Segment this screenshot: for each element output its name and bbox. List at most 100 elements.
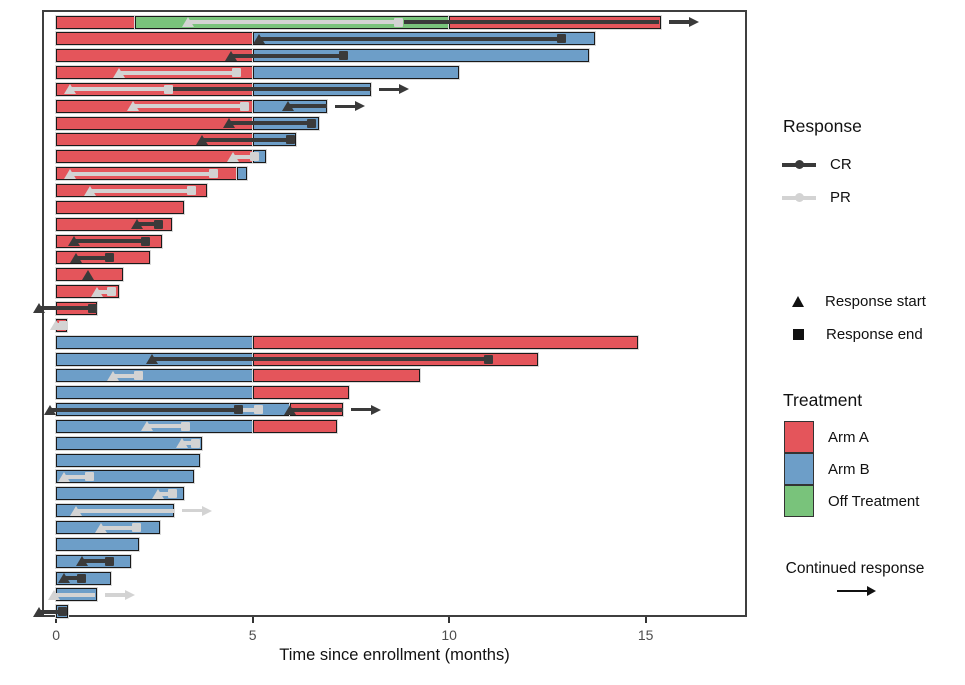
response-end-marker [104,556,114,566]
arrow-shaft [351,407,372,412]
legend-pr-label: PR [830,189,851,206]
response-line-pr [187,20,399,24]
arm-a-swatch [784,421,814,453]
response-line-cr [73,239,146,244]
legend-off-treatment-label: Off Treatment [828,492,920,510]
bar-segment-arm-a [56,32,253,46]
legend-item-arm-b: Arm B [784,453,870,485]
response-start-marker [63,84,76,95]
response-start-marker [146,354,159,364]
response-line-pr [146,424,186,429]
arrow-shaft [335,104,356,108]
bar-segment-arm-a [56,200,184,214]
response-start-marker [140,421,153,432]
response-start-marker [75,556,88,567]
response-start-marker [32,303,45,314]
response-end-marker [57,607,67,617]
legend-item-off-treatment: Off Treatment [784,485,919,517]
response-start-marker [69,505,82,516]
bar-segment-arm-b [252,66,459,80]
response-start-marker [48,589,61,600]
continued-response-arrow [182,505,213,517]
response-start-marker [227,151,240,162]
legend-response-start-label: Response start [825,293,926,310]
arrow-head [355,101,366,112]
response-end-marker [208,169,218,179]
response-end-square-icon [793,329,804,340]
response-start-marker [282,101,295,112]
arrow-head [202,505,213,516]
continued-response-arrow [105,589,136,601]
response-end-marker [87,303,97,313]
arrow-shaft [182,508,203,513]
response-start-marker [44,404,57,415]
response-start-marker [67,236,80,247]
arrow-head [689,17,700,27]
response-end-marker [77,573,87,583]
response-end-marker [393,17,403,27]
response-start-marker [181,17,194,27]
legend-arm-b-label: Arm B [828,460,870,478]
off-treatment-swatch [784,485,814,517]
continued-response-arrow [351,404,382,416]
response-line-pr [101,525,137,530]
response-line-cr [403,20,660,24]
response-line-cr [75,255,110,260]
response-start-marker [225,50,238,61]
response-start-marker [284,404,296,415]
response-start-marker [113,67,126,78]
response-line-cr [136,222,159,227]
legend-item-response-end: Response end [782,326,923,343]
bar-segment-arm-a [56,150,253,164]
response-line-pr [240,407,259,412]
response-end-marker [232,68,242,78]
response-line-pr [75,508,175,513]
response-line-cr [290,407,344,412]
response-start-marker [81,269,94,280]
response-start-marker [175,438,188,449]
legend-arm-a-label: Arm A [828,428,869,446]
response-line-cr [152,357,489,361]
legend-continued-response-label: Continued response [785,560,925,577]
response-line-pr [113,373,139,378]
response-end-marker [483,354,493,364]
continued-response-arrow [335,100,366,112]
arm-b-swatch [784,453,814,485]
bar-segment-arm-a [56,15,135,29]
continued-response-arrow [378,83,409,95]
x-axis-tick [251,617,254,623]
response-line-pr [89,188,192,193]
response-line-pr [97,289,112,294]
response-line-pr [54,592,96,597]
bar-segment-arm-b [56,537,139,551]
response-end-marker [187,186,197,195]
response-end-marker [556,34,566,44]
response-start-marker [64,168,77,179]
response-start-marker [32,606,45,617]
response-start-marker [252,33,265,44]
arrow-shaft [378,87,399,92]
bar-segment-arm-a [252,419,338,433]
response-start-marker [50,320,63,331]
bar-segment-arm-b [56,386,253,400]
response-end-marker [106,287,116,297]
response-end-marker [134,371,144,381]
bar-segment-arm-b [56,453,200,467]
response-start-marker [195,134,208,145]
bar-segment-arm-a [252,369,420,383]
bar-segment-arm-b [56,369,253,383]
response-line-pr [132,104,245,109]
bar-segment-arm-b [56,436,202,450]
response-line-pr [119,70,237,75]
arrow-shaft [669,20,690,24]
bar-segment-arm-a [252,386,349,400]
legend-item-pr: PR [782,189,851,206]
response-start-marker [83,185,96,196]
response-line-cr [38,609,63,614]
response-start-marker [91,286,104,297]
legend-treatment-title: Treatment [783,390,863,410]
response-line-pr [70,171,214,176]
response-line-cr [229,121,312,126]
response-line-pr [233,154,255,159]
